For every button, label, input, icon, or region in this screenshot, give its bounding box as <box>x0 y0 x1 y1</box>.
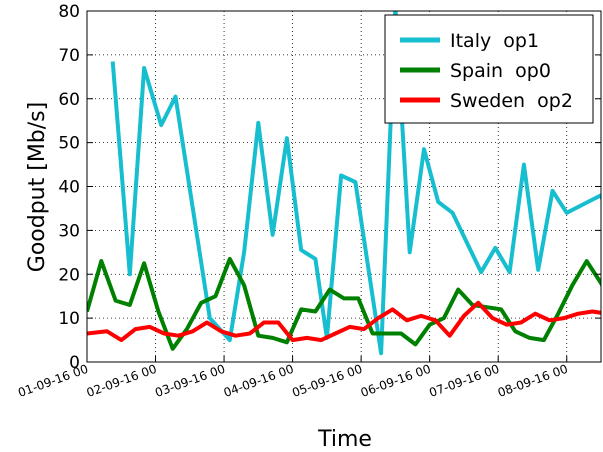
legend: Italy op1 Spain op0 Sweden op2 <box>384 14 594 124</box>
series-line-sweden <box>87 300 601 343</box>
series-line-spain <box>87 256 601 351</box>
y-tick-label: 10 <box>58 309 80 329</box>
series-line-italy <box>110 11 601 356</box>
y-tick-label: 60 <box>58 90 80 110</box>
y-tick-label: 70 <box>58 46 80 66</box>
series-lines <box>87 11 601 356</box>
x-tick-label: 03-09-16 00 <box>153 362 227 400</box>
legend-label-spain: Spain op0 <box>450 60 551 82</box>
y-axis-title: Goodput [Mb/s] <box>25 102 50 272</box>
x-axis-title: Time <box>317 427 372 452</box>
x-tick-label: 02-09-16 00 <box>85 362 159 400</box>
y-tick-label: 40 <box>58 178 80 198</box>
x-tick-label: 01-09-16 00 <box>16 362 90 400</box>
gridlines <box>86 11 601 362</box>
x-tick-label: 06-09-16 00 <box>359 362 433 400</box>
legend-label-italy: Italy op1 <box>450 30 539 52</box>
y-axis-ticks: 0 10 20 30 40 50 60 70 80 <box>58 2 601 373</box>
y-tick-label: 50 <box>58 134 80 154</box>
y-tick-label: 20 <box>58 265 80 285</box>
y-tick-label: 80 <box>58 2 80 22</box>
y-tick-label: 0 <box>69 353 80 373</box>
x-tick-label: 08-09-16 00 <box>496 362 570 400</box>
x-tick-label: 05-09-16 00 <box>290 362 364 400</box>
legend-label-sweden: Sweden op2 <box>450 90 573 112</box>
x-tick-label: 04-09-16 00 <box>222 362 296 400</box>
y-tick-label: 30 <box>58 221 80 241</box>
x-tick-label: 07-09-16 00 <box>427 362 501 400</box>
